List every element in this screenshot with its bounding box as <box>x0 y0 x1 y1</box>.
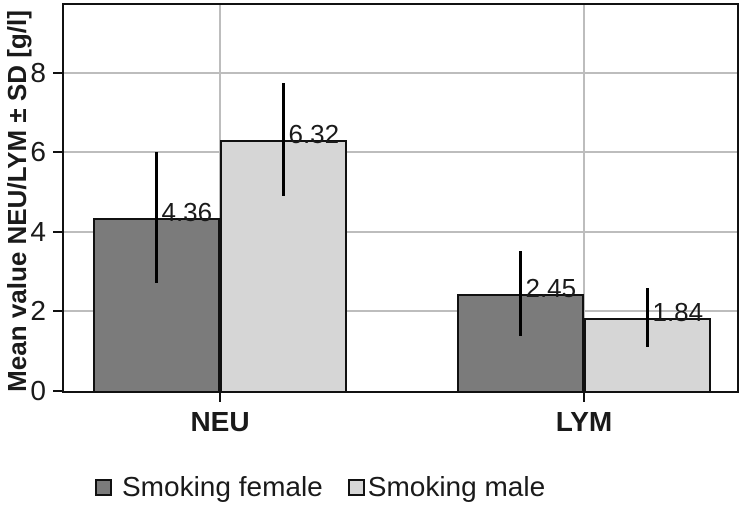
y-tick-label: 8 <box>30 56 46 88</box>
y-tick-label: 4 <box>30 215 46 247</box>
y-tick-label: 2 <box>30 295 46 327</box>
vertical-gridline <box>583 5 585 391</box>
category-label: NEU <box>190 406 250 437</box>
y-axis-tick <box>53 151 62 154</box>
y-axis-tick <box>53 310 62 313</box>
error-bar <box>519 250 522 337</box>
value-label: 4.36 <box>161 196 213 227</box>
error-bar <box>155 151 158 284</box>
legend-item-smoking-male: Smoking male <box>347 470 546 504</box>
legend-marker <box>347 478 365 496</box>
x-axis-tick <box>583 391 585 402</box>
legend-marker <box>95 478 112 496</box>
legend-label: Smoking male <box>367 471 546 502</box>
legend: Smoking female Smoking male <box>95 470 545 504</box>
horizontal-gridline <box>64 310 737 313</box>
error-bar <box>282 83 285 196</box>
y-tick-label: 0 <box>30 375 46 406</box>
legend-item-smoking-female: Smoking female <box>95 470 323 504</box>
horizontal-gridline <box>64 151 737 154</box>
y-axis-tick <box>53 71 62 74</box>
y-axis-tick <box>53 390 62 392</box>
error-bar <box>646 288 649 348</box>
category-label: LYM <box>555 406 613 437</box>
horizontal-gridline <box>64 230 737 233</box>
y-axis-tick <box>53 230 62 233</box>
value-label: 1.84 <box>652 296 704 327</box>
value-label: 6.32 <box>288 118 340 149</box>
horizontal-gridline <box>64 71 737 74</box>
y-tick-label: 6 <box>30 136 46 168</box>
x-axis-tick <box>219 391 221 402</box>
plot-area: 4.36 6.32 2.45 1.84 <box>62 3 739 393</box>
legend-label: Smoking female <box>122 471 323 502</box>
value-label: 2.45 <box>525 272 577 303</box>
